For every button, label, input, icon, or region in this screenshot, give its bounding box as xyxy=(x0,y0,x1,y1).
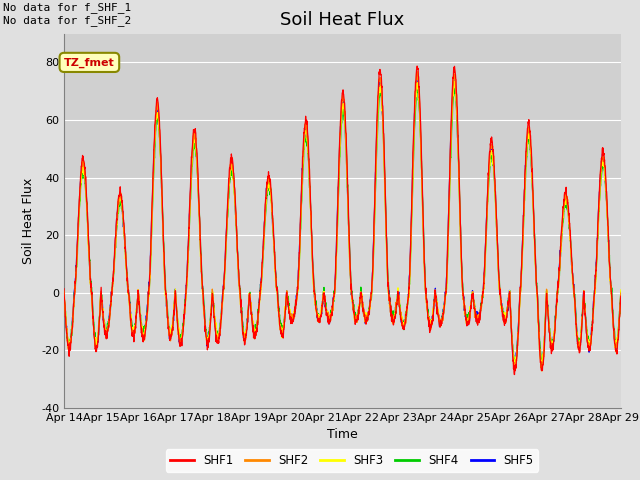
SHF1 xyxy=(584,339,591,345)
SHF2 xyxy=(504,300,512,306)
SHF2 xyxy=(584,340,591,346)
SHF4 xyxy=(504,299,512,305)
SHF4 xyxy=(358,304,366,310)
SHF1 xyxy=(617,293,625,299)
SHF1 xyxy=(511,372,518,377)
SHF5 xyxy=(568,263,576,269)
SHF5 xyxy=(60,292,68,298)
SHF2 xyxy=(358,304,366,310)
SHF3 xyxy=(504,300,512,306)
Line: SHF2: SHF2 xyxy=(64,72,621,371)
SHF5 xyxy=(617,291,625,297)
SHF1 xyxy=(568,260,576,265)
SHF5 xyxy=(504,295,512,300)
SHF4 xyxy=(371,219,378,225)
SHF1 xyxy=(216,336,223,342)
Line: SHF1: SHF1 xyxy=(64,66,621,374)
SHF3 xyxy=(371,218,378,224)
SHF4 xyxy=(617,289,625,295)
SHF5 xyxy=(358,298,366,304)
Legend: SHF1, SHF2, SHF3, SHF4, SHF5: SHF1, SHF2, SHF3, SHF4, SHF5 xyxy=(166,449,538,472)
SHF2 xyxy=(568,265,576,271)
Bar xyxy=(64,34,621,178)
SHF3 xyxy=(60,288,68,294)
X-axis label: Time: Time xyxy=(327,429,358,442)
SHF1 xyxy=(358,300,366,306)
SHF3 xyxy=(568,264,576,270)
SHF3 xyxy=(584,337,591,343)
Title: Soil Heat Flux: Soil Heat Flux xyxy=(280,11,404,29)
Text: TZ_fmet: TZ_fmet xyxy=(64,57,115,68)
Line: SHF4: SHF4 xyxy=(64,88,621,365)
SHF4 xyxy=(568,262,576,267)
SHF3 xyxy=(358,299,366,304)
SHF2 xyxy=(617,290,625,296)
Line: SHF5: SHF5 xyxy=(64,80,621,367)
Y-axis label: Soil Heat Flux: Soil Heat Flux xyxy=(22,178,35,264)
Text: No data for f_SHF_1
No data for f_SHF_2: No data for f_SHF_1 No data for f_SHF_2 xyxy=(3,2,131,26)
SHF5 xyxy=(511,364,518,370)
SHF2 xyxy=(216,334,223,339)
SHF4 xyxy=(584,336,591,342)
SHF2 xyxy=(413,69,421,74)
SHF5 xyxy=(451,77,458,83)
Bar xyxy=(64,178,621,408)
SHF1 xyxy=(504,302,512,308)
SHF3 xyxy=(511,363,518,369)
SHF1 xyxy=(413,63,421,69)
SHF2 xyxy=(538,368,546,374)
SHF4 xyxy=(60,291,68,297)
SHF1 xyxy=(371,207,378,213)
SHF5 xyxy=(371,206,378,212)
SHF4 xyxy=(216,330,223,336)
SHF3 xyxy=(617,287,625,293)
SHF2 xyxy=(60,292,68,298)
SHF5 xyxy=(216,332,223,337)
SHF5 xyxy=(584,339,591,345)
SHF2 xyxy=(371,212,378,218)
SHF4 xyxy=(538,362,545,368)
Line: SHF3: SHF3 xyxy=(64,81,621,366)
SHF4 xyxy=(450,85,458,91)
SHF3 xyxy=(216,330,223,336)
SHF3 xyxy=(451,78,458,84)
SHF1 xyxy=(60,286,68,292)
